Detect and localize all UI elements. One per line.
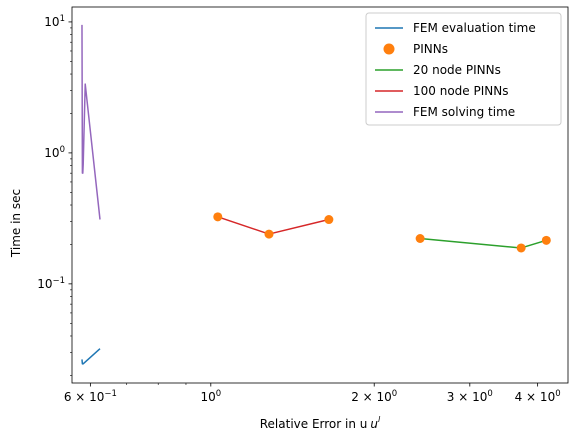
data-point-pinns: [213, 212, 223, 222]
y-tick-label: 101: [44, 14, 65, 29]
plot-frame: [71, 6, 569, 384]
legend-entry-20-node-pinns: 20 node PINNs: [375, 63, 501, 77]
y-tick-label: 10−1: [37, 276, 65, 291]
legend-label-fem-evaluation-time: FEM evaluation time: [413, 21, 536, 35]
series-line-fem-solving-time: [81, 24, 101, 220]
data-point-pinns: [324, 215, 334, 225]
x-tick-label: 6 × 10−1: [64, 389, 117, 404]
legend-entry-fem-solving-time: FEM solving time: [375, 105, 515, 119]
legend-entry-100-node-pinns: 100 node PINNs: [375, 84, 508, 98]
x-tick-label: 4 × 100: [515, 389, 561, 404]
data-point-pinns: [415, 234, 425, 243]
data-point-pinns: [264, 229, 274, 239]
x-tick-label: 2 × 100: [351, 389, 397, 404]
legend-label-20-node-pinns: 20 node PINNs: [413, 63, 501, 77]
legend-label-fem-solving-time: FEM solving time: [413, 105, 515, 119]
y-axis-label: Time in sec: [9, 189, 23, 258]
y-axis-ticks: 10−1 100 101: [37, 14, 72, 376]
legend-label-pinns: PINNs: [413, 42, 448, 56]
x-tick-label: 3 × 100: [447, 389, 493, 404]
legend-swatch-pinns: [383, 43, 395, 55]
plot-points: [213, 212, 551, 253]
legend-entry-pinns: PINNs: [383, 42, 448, 56]
legend-entry-fem-evaluation-time: FEM evaluation time: [375, 21, 536, 35]
data-point-pinns: [516, 243, 526, 253]
legend: FEM evaluation time PINNs 20 node PINNs …: [365, 12, 562, 126]
x-axis-label: Relative Error in u ul: [260, 415, 381, 431]
x-tick-label: 100: [200, 389, 221, 404]
legend-label-100-node-pinns: 100 node PINNs: [413, 84, 508, 98]
data-point-pinns: [541, 235, 551, 245]
series-line-fem-evaluation-time: [81, 348, 101, 365]
y-tick-label: 100: [44, 145, 65, 160]
legend-frame: [365, 12, 562, 126]
x-axis-ticks: 6 × 10−1 100 2 × 100 3 × 100 4 × 100: [64, 383, 561, 404]
